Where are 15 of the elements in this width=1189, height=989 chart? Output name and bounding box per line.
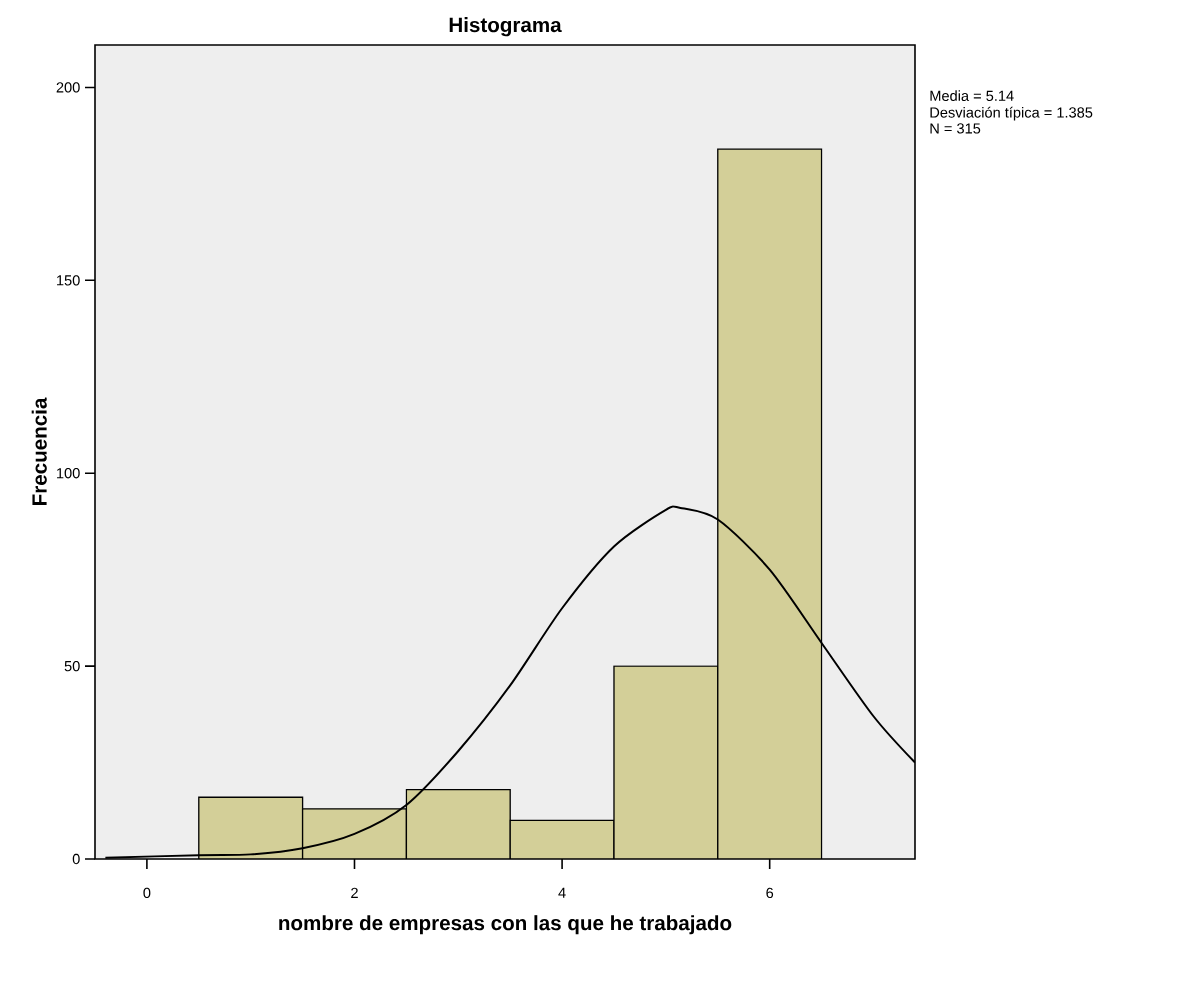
x-tick-label: 0 [143, 887, 151, 899]
y-tick-label: 100 [57, 468, 80, 479]
x-tick-label: 2 [351, 887, 358, 898]
text: Media = 5.14 [930, 90, 1014, 101]
y-tick-label: 50 [64, 660, 80, 672]
x-tick-label: 4 [558, 887, 566, 898]
y-axis-title: Frecuencia [31, 397, 47, 505]
text: N = 315 [930, 123, 981, 134]
x-axis-title: nombre de empresas con las que he trabajado [279, 915, 732, 935]
y-tick-label: 200 [56, 82, 80, 93]
chart-title: Histograma [449, 17, 562, 37]
text: Desviación típica = 1.385 [930, 106, 1093, 121]
y-tick-label: 0 [72, 853, 80, 865]
x-tick-label: 6 [766, 887, 774, 899]
y-tick-label: 150 [57, 275, 80, 286]
